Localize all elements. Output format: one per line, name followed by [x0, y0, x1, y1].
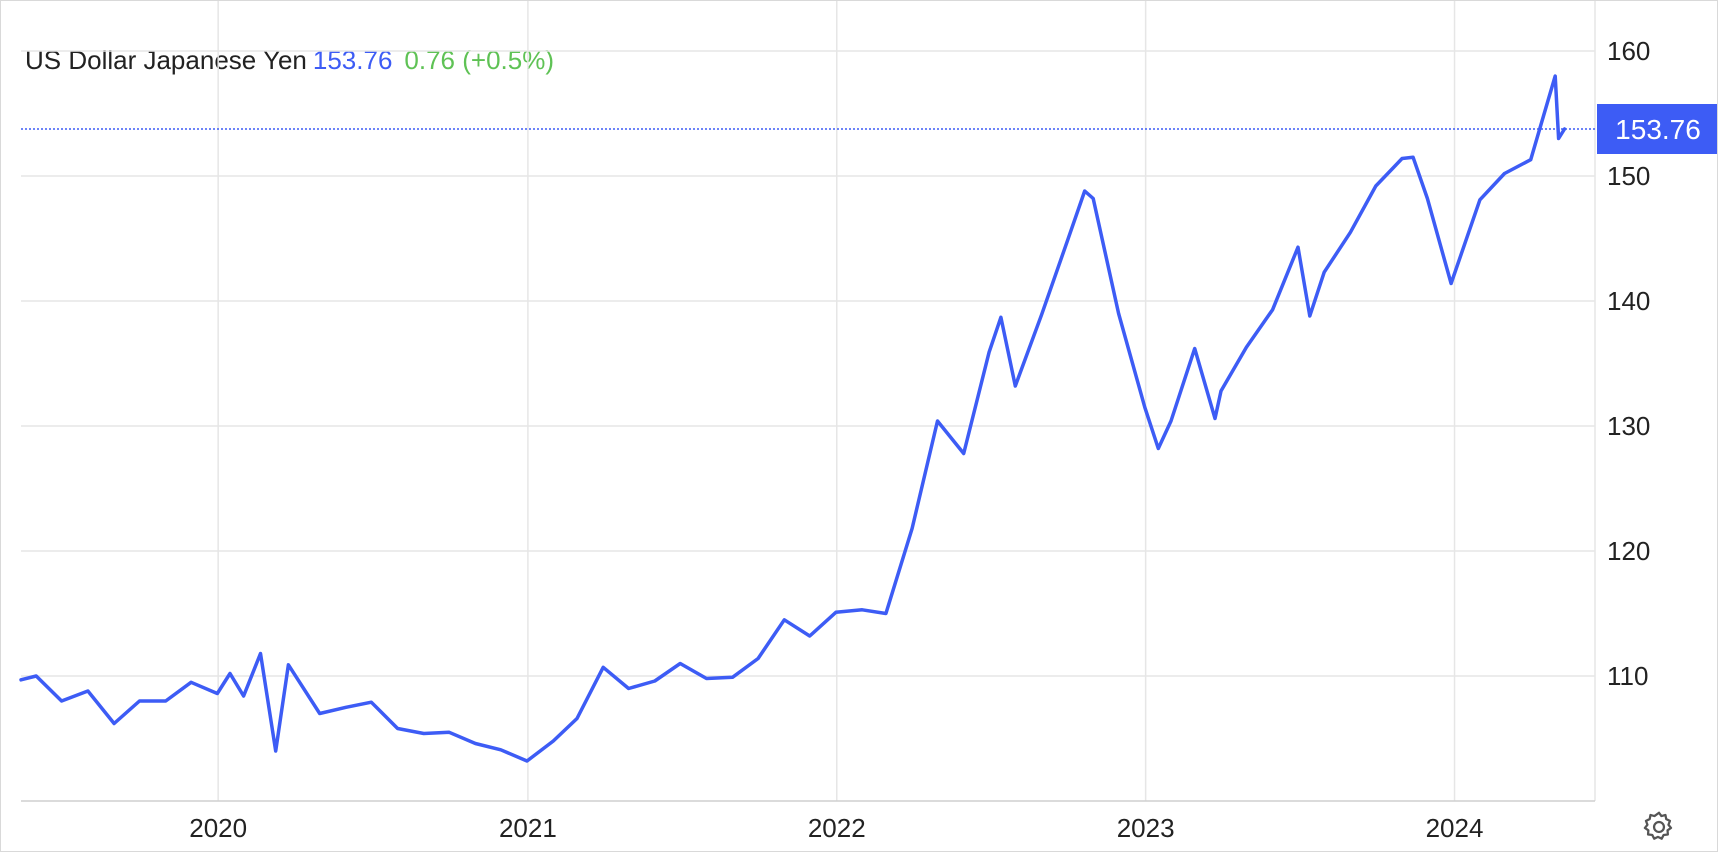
x-tick-label: 2022: [808, 813, 866, 843]
y-tick-label: 120: [1607, 536, 1650, 566]
y-tick-label: 110: [1607, 661, 1648, 691]
current-price: 153.76: [312, 45, 393, 75]
price-marker-box: [1597, 104, 1717, 154]
x-tick-label: 2023: [1117, 813, 1175, 843]
price-change: 0.76 (+0.5%): [404, 45, 554, 75]
y-tick-label: 130: [1607, 411, 1650, 441]
x-tick-label: 2020: [189, 813, 247, 843]
chart-title: US Dollar Japanese Yen 153.76 0.76 (+0.5%): [25, 45, 554, 76]
series-line: [19, 74, 1567, 763]
x-tick-label: 2024: [1426, 813, 1484, 843]
price-marker-label: 153.76: [1615, 114, 1701, 145]
gear-icon[interactable]: [1641, 809, 1677, 845]
y-tick-label: 140: [1607, 286, 1650, 316]
instrument-name: US Dollar Japanese Yen: [25, 45, 307, 75]
x-tick-label: 2021: [499, 813, 557, 843]
y-tick-label: 160: [1607, 36, 1650, 66]
y-tick-label: 150: [1607, 161, 1650, 191]
